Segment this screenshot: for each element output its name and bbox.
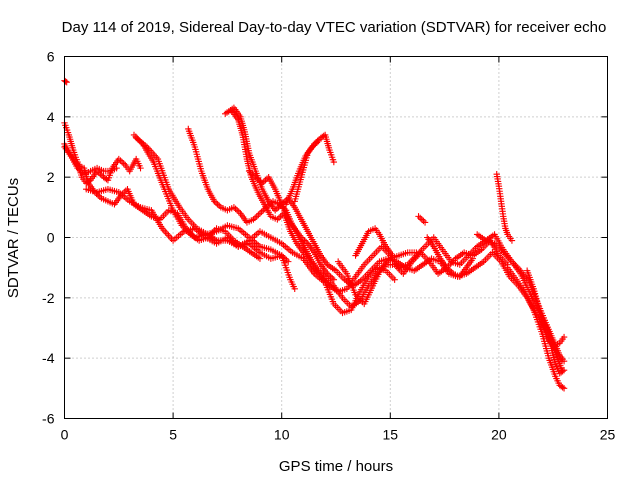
data-point — [413, 249, 420, 256]
data-point — [421, 219, 429, 226]
x-tick-label: 15 — [383, 427, 399, 443]
data-point — [137, 164, 144, 172]
x-tick-label: 10 — [274, 427, 290, 443]
series-s14 — [334, 249, 420, 308]
data-point — [560, 357, 568, 365]
y-tick-label: -2 — [42, 290, 55, 306]
series-s20 — [504, 264, 568, 392]
data-point — [469, 255, 477, 262]
y-tick-label: 4 — [47, 109, 55, 125]
series-s7 — [130, 131, 264, 262]
data-point — [560, 385, 568, 392]
data-point — [560, 367, 568, 374]
series-s13 — [282, 137, 322, 208]
x-tick-label: 5 — [169, 427, 177, 443]
data-point — [330, 158, 338, 166]
x-tick-label: 25 — [600, 427, 616, 443]
y-tick-label: 0 — [47, 230, 55, 246]
x-tick-label: 0 — [61, 427, 69, 443]
series-s15 — [352, 225, 396, 259]
y-tick-label: -4 — [42, 350, 55, 366]
y-axis-label: SDTVAR / TECUs — [5, 178, 22, 298]
x-axis-label: GPS time / hours — [279, 458, 393, 475]
y-tick-label: 2 — [47, 169, 55, 185]
series-s18 — [493, 170, 516, 244]
series-s21 — [523, 267, 568, 350]
series-s2 — [61, 119, 144, 187]
x-tick-label: 20 — [491, 427, 507, 443]
y-tick-label: -6 — [42, 411, 55, 427]
data-point — [559, 384, 566, 391]
data-point — [330, 276, 338, 283]
data-point — [315, 137, 322, 145]
data-point — [391, 276, 398, 283]
data-point — [559, 368, 566, 375]
data-point — [62, 78, 69, 85]
axis-ticks: 0 5 10 15 20 25 -6 -4 -2 0 2 4 6 — [42, 49, 615, 443]
data-point — [291, 285, 298, 292]
series-s22 — [543, 321, 568, 377]
series-s16 — [415, 213, 429, 226]
series-s17 — [424, 234, 477, 280]
y-tick-label: 6 — [47, 49, 55, 65]
data-point — [113, 164, 120, 172]
series-s11 — [245, 167, 338, 283]
data-point — [389, 252, 396, 259]
data-point — [285, 258, 292, 265]
data-point — [560, 333, 568, 341]
data-point — [508, 237, 516, 244]
chart-title: Day 114 of 2019, Sidereal Day-to-day VTE… — [62, 19, 607, 36]
data-point — [256, 255, 264, 262]
grid-lines — [64, 56, 608, 419]
data-markers — [61, 77, 568, 392]
